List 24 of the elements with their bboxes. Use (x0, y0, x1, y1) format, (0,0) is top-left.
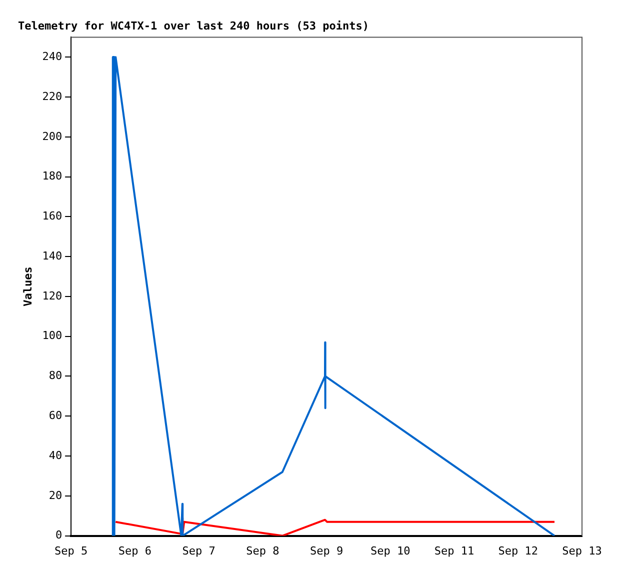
y-tick-label: 160 (42, 210, 62, 223)
x-tick-label: Sep 10 (370, 544, 410, 558)
x-tick-label: Sep 12 (498, 544, 538, 558)
y-tick-label: 60 (48, 408, 62, 422)
x-tick-label: Sep 13 (562, 544, 602, 558)
y-tick-label: 140 (42, 249, 62, 262)
y-tick-label: 180 (42, 170, 62, 183)
chart-title: Telemetry for WC4TX-1 over last 240 hours (53 points) (18, 19, 369, 32)
x-tick-label: Sep 6 (118, 544, 152, 558)
y-tick-label: 20 (48, 488, 62, 502)
y-axis-title: Values (21, 266, 34, 306)
y-tick-label: 100 (42, 329, 62, 342)
y-tick-label: 80 (48, 369, 62, 382)
y-tick-label: 0 (55, 528, 62, 542)
x-tick-label: Sep 9 (310, 544, 344, 558)
x-tick-label: Sep 8 (246, 544, 280, 558)
y-tick-label: 240 (42, 50, 62, 64)
y-tick-label: 220 (42, 90, 62, 103)
x-tick-label: Sep 11 (434, 544, 474, 558)
y-tick-label: 200 (42, 130, 62, 143)
x-tick-label: Sep 5 (54, 544, 88, 558)
y-tick-label: 120 (42, 289, 62, 302)
y-tick-label: 40 (48, 448, 62, 462)
x-tick-label: Sep 7 (182, 544, 216, 558)
